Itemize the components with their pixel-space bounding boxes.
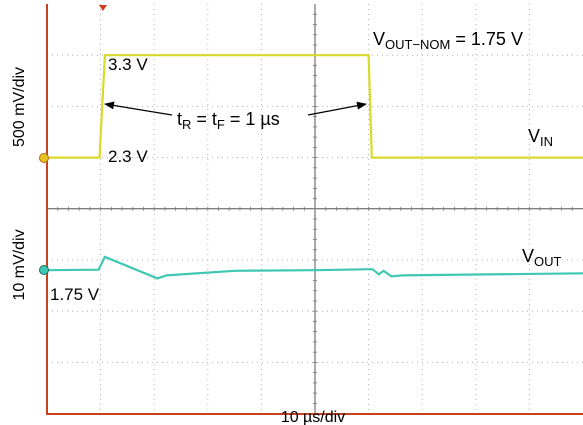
vout-level-label: 1.75 V <box>50 285 100 304</box>
vin-series-label: VIN <box>528 126 553 149</box>
channel-marker-vout <box>39 265 49 275</box>
rise-time-arrow <box>104 101 173 116</box>
y-axis-label-bottom: 10 mV/div <box>11 229 28 300</box>
chart-grid <box>47 4 583 414</box>
rise-fall-time-label: tR = tF = 1 µs <box>177 109 280 132</box>
vin-high-label: 3.3 V <box>108 55 148 74</box>
vout-series-label: VOUT <box>522 246 562 269</box>
series-line-vout <box>46 255 583 280</box>
vin-low-label: 2.3 V <box>108 147 148 166</box>
vout-nom-label: VOUT−NOM = 1.75 V <box>373 29 523 52</box>
channel-marker-vin <box>39 153 49 163</box>
trigger-marker <box>99 5 107 11</box>
x-axis-label: 10 µs/div <box>281 409 345 425</box>
fall-time-arrow <box>307 101 367 116</box>
series-line-vin <box>47 54 583 159</box>
y-axis-label-top: 500 mV/div <box>11 67 28 147</box>
